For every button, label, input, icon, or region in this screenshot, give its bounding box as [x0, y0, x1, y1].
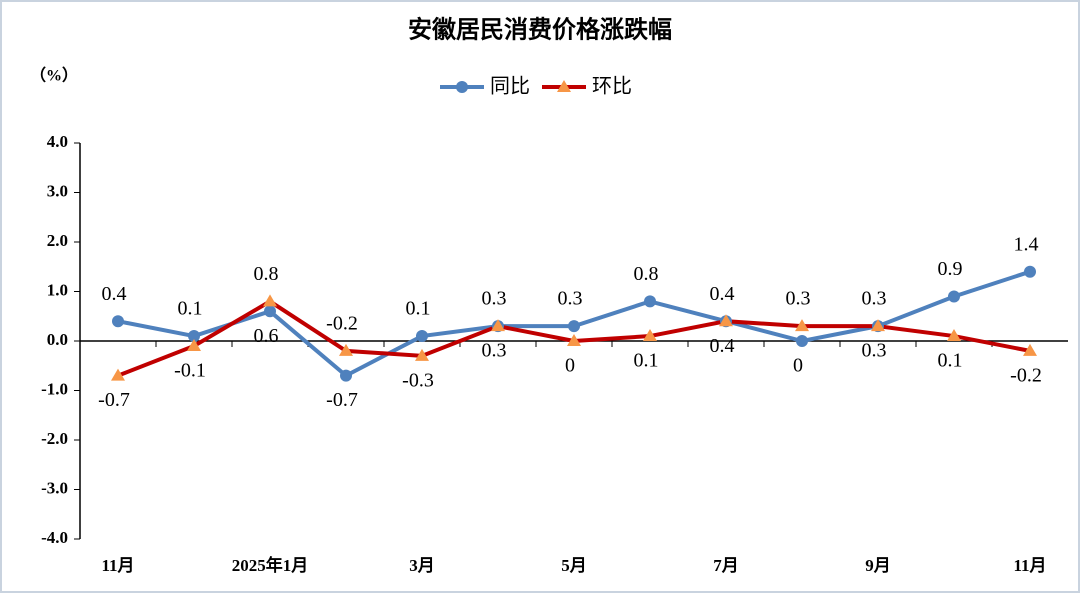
data-label: 0.6	[254, 325, 279, 347]
data-label: 0	[565, 355, 575, 377]
data-label: -0.2	[326, 312, 358, 334]
marker	[491, 319, 505, 332]
y-tick-label: 3.0	[47, 181, 68, 200]
marker	[263, 294, 277, 307]
x-tick-label: 11月	[101, 556, 134, 575]
marker	[416, 330, 428, 343]
data-label: 0	[793, 355, 803, 377]
data-label: -0.2	[1010, 364, 1042, 386]
data-label: 0.3	[786, 288, 811, 310]
marker	[340, 369, 352, 382]
data-label: 0.4	[102, 283, 127, 305]
y-tick-label: 1.0	[47, 280, 68, 299]
marker	[1023, 343, 1037, 356]
data-label: -0.7	[98, 389, 130, 411]
y-tick-label: 0.0	[47, 330, 68, 349]
marker	[796, 335, 808, 347]
legend-label: 环比	[592, 75, 632, 98]
chart-title: 安徽居民消费价格涨跌幅	[408, 16, 672, 44]
data-label: 1.4	[1014, 233, 1039, 255]
marker	[264, 305, 276, 318]
marker	[795, 319, 809, 332]
data-label: 0.1	[178, 298, 203, 320]
data-label: 0.1	[938, 350, 963, 372]
data-label: 0.8	[254, 263, 279, 285]
x-tick-label: 3月	[409, 556, 435, 575]
data-label: 0.1	[634, 350, 659, 372]
marker	[415, 348, 429, 361]
marker	[644, 295, 656, 308]
marker	[1024, 265, 1036, 278]
marker	[112, 315, 124, 328]
data-label: -0.3	[402, 369, 434, 391]
legend: 同比 环比	[440, 75, 632, 98]
marker	[567, 334, 581, 346]
y-tick-label: -1.0	[41, 379, 68, 398]
marker	[719, 314, 733, 327]
y-tick-label: 4.0	[47, 132, 68, 151]
marker	[871, 319, 885, 332]
y-tick-label: -2.0	[41, 429, 68, 448]
y-unit: （%）	[30, 67, 78, 85]
marker	[188, 330, 200, 343]
data-label: 0.3	[862, 340, 887, 362]
data-label: 0.4	[710, 335, 735, 357]
marker	[947, 329, 961, 342]
legend-marker	[456, 81, 468, 93]
y-tick-label: -4.0	[41, 528, 68, 547]
data-label: 0.3	[482, 340, 507, 362]
x-tick-label: 2025年1月	[232, 555, 309, 575]
y-tick-label: -3.0	[41, 478, 68, 497]
x-tick-label: 5月	[561, 556, 587, 575]
data-label: 0.8	[634, 263, 659, 285]
x-tick-label: 11月	[1013, 556, 1046, 575]
marker	[339, 343, 353, 356]
marker	[643, 329, 657, 342]
y-tick-label: 2.0	[47, 231, 68, 250]
data-label: -0.7	[326, 389, 358, 411]
marker	[568, 320, 580, 333]
x-tick-label: 9月	[865, 556, 891, 575]
data-label: 0.3	[482, 288, 507, 310]
data-label: 0.3	[862, 288, 887, 310]
marker	[948, 290, 960, 303]
x-tick-label: 7月	[713, 556, 739, 575]
data-label: -0.1	[174, 360, 206, 382]
data-label: 0.9	[938, 258, 963, 280]
marker	[111, 368, 125, 381]
legend-label: 同比	[490, 75, 530, 98]
data-label: 0.4	[710, 283, 735, 305]
legend-marker	[557, 80, 571, 92]
data-label: 0.1	[406, 298, 431, 320]
marker	[187, 338, 201, 351]
data-label: 0.3	[558, 288, 583, 310]
